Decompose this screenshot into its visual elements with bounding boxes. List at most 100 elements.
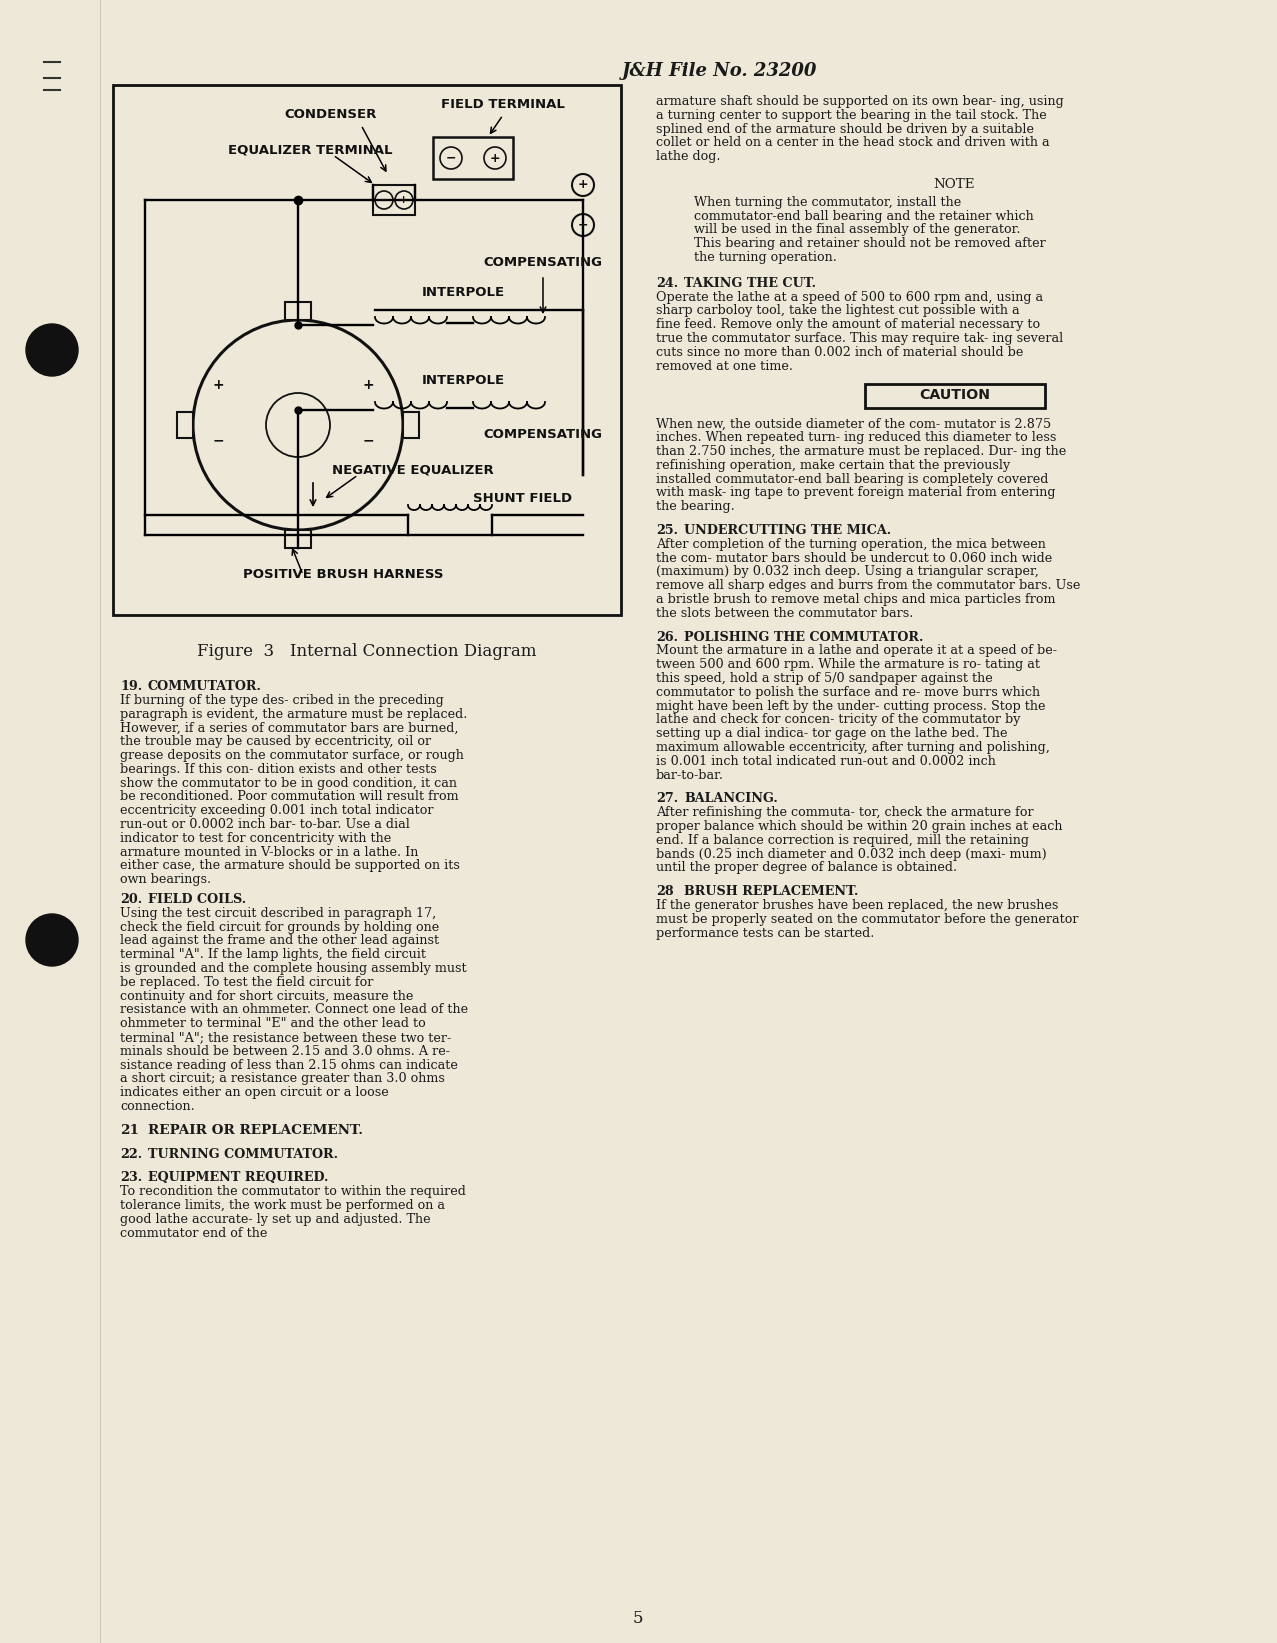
Text: J&H File No. 23200: J&H File No. 23200 (622, 62, 817, 81)
Text: COMPENSATING: COMPENSATING (484, 429, 603, 442)
Text: Operate the lathe at a speed of 500 to 600 rpm and, using a: Operate the lathe at a speed of 500 to 6… (656, 291, 1043, 304)
Text: POLISHING THE COMMUTATOR.: POLISHING THE COMMUTATOR. (684, 631, 923, 644)
Text: Figure  3   Internal Connection Diagram: Figure 3 Internal Connection Diagram (197, 642, 536, 660)
Text: +: + (400, 196, 409, 205)
Text: 19.: 19. (120, 680, 142, 693)
Text: 28: 28 (656, 886, 674, 899)
Text: bands (0.25 inch diameter and 0.032 inch deep (maxi- mum): bands (0.25 inch diameter and 0.032 inch… (656, 848, 1047, 861)
Text: Using the test circuit described in paragraph 17,: Using the test circuit described in para… (120, 907, 437, 920)
Text: inches. When repeated turn- ing reduced this diameter to less: inches. When repeated turn- ing reduced … (656, 430, 1056, 444)
Text: CONDENSER: CONDENSER (285, 108, 377, 122)
Text: installed commutator-end ball bearing is completely covered: installed commutator-end ball bearing is… (656, 473, 1048, 486)
Circle shape (193, 320, 404, 531)
Text: BRUSH REPLACEMENT.: BRUSH REPLACEMENT. (684, 886, 858, 899)
Text: minals should be between 2.15 and 3.0 ohms. A re-: minals should be between 2.15 and 3.0 oh… (120, 1045, 450, 1058)
Text: a turning center to support the bearing in the tail stock. The: a turning center to support the bearing … (656, 108, 1047, 122)
Bar (865, 384, 1045, 409)
Text: bar-to-bar.: bar-to-bar. (656, 769, 724, 782)
Text: performance tests can be started.: performance tests can be started. (656, 927, 875, 940)
Text: until the proper degree of balance is obtained.: until the proper degree of balance is ob… (656, 861, 958, 874)
Text: a short circuit; a resistance greater than 3.0 ohms: a short circuit; a resistance greater th… (120, 1073, 444, 1086)
Text: resistance with an ohmmeter. Connect one lead of the: resistance with an ohmmeter. Connect one… (120, 1004, 469, 1017)
Text: proper balance which should be within 20 grain inches at each: proper balance which should be within 20… (656, 820, 1062, 833)
Text: This bearing and retainer should not be removed after: This bearing and retainer should not be … (693, 237, 1046, 250)
Text: refinishing operation, make certain that the previously: refinishing operation, make certain that… (656, 458, 1010, 472)
Text: −: − (577, 219, 589, 232)
Text: indicator to test for concentricity with the: indicator to test for concentricity with… (120, 831, 391, 845)
Text: 22.: 22. (120, 1147, 142, 1160)
Circle shape (572, 174, 594, 196)
Text: be replaced. To test the field circuit for: be replaced. To test the field circuit f… (120, 976, 373, 989)
Text: is grounded and the complete housing assembly must: is grounded and the complete housing ass… (120, 963, 466, 974)
Text: show the commutator to be in good condition, it can: show the commutator to be in good condit… (120, 777, 457, 790)
Text: with mask- ing tape to prevent foreign material from entering: with mask- ing tape to prevent foreign m… (656, 486, 1056, 499)
Text: CAUTION: CAUTION (919, 388, 990, 403)
Text: To recondition the commutator to within the required: To recondition the commutator to within … (120, 1185, 466, 1198)
Text: armature mounted in V-blocks or in a lathe. In: armature mounted in V-blocks or in a lat… (120, 846, 419, 859)
Text: +: + (363, 378, 374, 393)
Text: FIELD COILS.: FIELD COILS. (148, 894, 246, 905)
Circle shape (484, 146, 506, 169)
Bar (112, 85, 621, 614)
Circle shape (266, 393, 329, 457)
Bar (404, 412, 419, 439)
Text: continuity and for short circuits, measure the: continuity and for short circuits, measu… (120, 989, 414, 1002)
Bar (373, 186, 415, 215)
Text: own bearings.: own bearings. (120, 872, 211, 886)
Text: REPAIR OR REPLACEMENT.: REPAIR OR REPLACEMENT. (148, 1124, 363, 1137)
Text: collet or held on a center in the head stock and driven with a: collet or held on a center in the head s… (656, 136, 1050, 150)
Text: lathe dog.: lathe dog. (656, 150, 720, 163)
Text: the trouble may be caused by eccentricity, oil or: the trouble may be caused by eccentricit… (120, 734, 432, 748)
Text: +: + (577, 179, 589, 192)
Text: this speed, hold a strip of 5/0 sandpaper against the: this speed, hold a strip of 5/0 sandpape… (656, 672, 992, 685)
Text: 27.: 27. (656, 792, 678, 805)
Text: 20.: 20. (120, 894, 142, 905)
Text: grease deposits on the commutator surface, or rough: grease deposits on the commutator surfac… (120, 749, 464, 762)
Text: If the generator brushes have been replaced, the new brushes: If the generator brushes have been repla… (656, 899, 1059, 912)
Text: eccentricity exceeding 0.001 inch total indicator: eccentricity exceeding 0.001 inch total … (120, 803, 433, 817)
Text: check the field circuit for grounds by holding one: check the field circuit for grounds by h… (120, 920, 439, 933)
Text: −: − (379, 196, 388, 205)
Circle shape (441, 146, 462, 169)
Text: UNDERCUTTING THE MICA.: UNDERCUTTING THE MICA. (684, 524, 891, 537)
Text: 5: 5 (632, 1610, 644, 1627)
Text: SHUNT FIELD: SHUNT FIELD (474, 491, 572, 504)
Text: the com- mutator bars should be undercut to 0.060 inch wide: the com- mutator bars should be undercut… (656, 552, 1052, 565)
Text: COMPENSATING: COMPENSATING (484, 256, 603, 269)
Text: sistance reading of less than 2.15 ohms can indicate: sistance reading of less than 2.15 ohms … (120, 1058, 458, 1071)
Text: ohmmeter to terminal "E" and the other lead to: ohmmeter to terminal "E" and the other l… (120, 1017, 425, 1030)
Text: 24.: 24. (656, 276, 678, 289)
Text: Mount the armature in a lathe and operate it at a speed of be-: Mount the armature in a lathe and operat… (656, 644, 1057, 657)
Text: −: − (446, 151, 456, 164)
Text: end. If a balance correction is required, mill the retaining: end. If a balance correction is required… (656, 833, 1029, 846)
Text: TAKING THE CUT.: TAKING THE CUT. (684, 276, 816, 289)
Text: must be properly seated on the commutator before the generator: must be properly seated on the commutato… (656, 914, 1079, 925)
Text: lead against the frame and the other lead against: lead against the frame and the other lea… (120, 935, 439, 948)
Text: INTERPOLE: INTERPOLE (421, 373, 504, 386)
Text: terminal "A"; the resistance between these two ter-: terminal "A"; the resistance between the… (120, 1032, 451, 1043)
Text: cuts since no more than 0.002 inch of material should be: cuts since no more than 0.002 inch of ma… (656, 345, 1023, 358)
Text: lathe and check for concen- tricity of the commutator by: lathe and check for concen- tricity of t… (656, 713, 1020, 726)
Text: the turning operation.: the turning operation. (693, 251, 836, 265)
Text: EQUALIZER TERMINAL: EQUALIZER TERMINAL (229, 143, 392, 156)
Text: armature shaft should be supported on its own bear- ing, using: armature shaft should be supported on it… (656, 95, 1064, 108)
Text: When turning the commutator, install the: When turning the commutator, install the (693, 196, 962, 209)
Circle shape (26, 324, 78, 376)
Text: will be used in the final assembly of the generator.: will be used in the final assembly of th… (693, 223, 1020, 237)
Text: COMMUTATOR.: COMMUTATOR. (148, 680, 262, 693)
Text: setting up a dial indica- tor gage on the lathe bed. The: setting up a dial indica- tor gage on th… (656, 728, 1008, 741)
Text: terminal "A". If the lamp lights, the field circuit: terminal "A". If the lamp lights, the fi… (120, 948, 427, 961)
Text: maximum allowable eccentricity, after turning and polishing,: maximum allowable eccentricity, after tu… (656, 741, 1050, 754)
Bar (285, 531, 312, 549)
Text: paragraph is evident, the armature must be replaced.: paragraph is evident, the armature must … (120, 708, 467, 721)
Text: connection.: connection. (120, 1101, 195, 1112)
Circle shape (26, 914, 78, 966)
Text: INTERPOLE: INTERPOLE (421, 286, 504, 299)
Text: either case, the armature should be supported on its: either case, the armature should be supp… (120, 859, 460, 872)
Text: +: + (212, 378, 223, 393)
Text: −: − (212, 434, 223, 447)
Circle shape (572, 214, 594, 237)
Text: (maximum) by 0.032 inch deep. Using a triangular scraper,: (maximum) by 0.032 inch deep. Using a tr… (656, 565, 1039, 578)
Text: 26.: 26. (656, 631, 678, 644)
Text: After refinishing the commuta- tor, check the armature for: After refinishing the commuta- tor, chec… (656, 807, 1033, 820)
